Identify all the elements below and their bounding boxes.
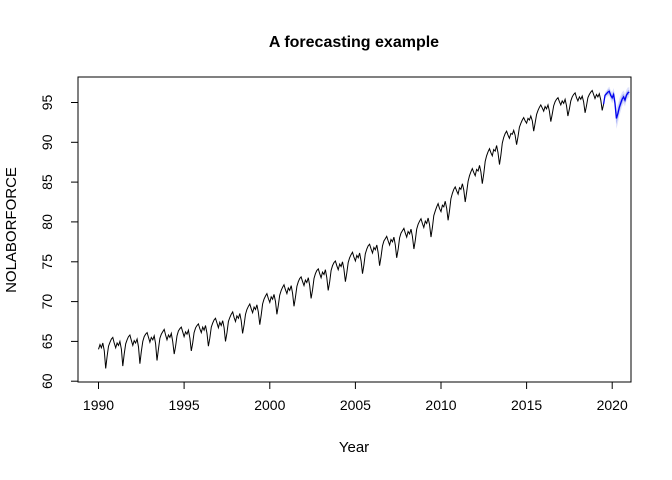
x-tick-label: 2000 (254, 397, 285, 413)
x-tick-label: 2015 (511, 397, 542, 413)
observed-line (98, 89, 605, 369)
x-tick-label: 1990 (83, 397, 114, 413)
x-tick-label: 2005 (340, 397, 371, 413)
y-tick-label: 90 (39, 134, 55, 150)
x-tick-label: 2020 (597, 397, 628, 413)
y-tick-label: 85 (39, 174, 55, 190)
y-tick-label: 75 (39, 254, 55, 270)
plot-area: 1990 1995 2000 2005 2010 2015 2020 60 65 70 75 80 85… (39, 76, 632, 413)
x-tick-label: 2010 (425, 397, 456, 413)
y-tick-label: 70 (39, 294, 55, 310)
chart-title: A forecasting example (269, 34, 439, 51)
y-tick-label: 80 (39, 214, 55, 230)
y-tick-label: 60 (39, 373, 55, 389)
plot-box (77, 76, 632, 383)
y-tick-label: 95 (39, 95, 55, 111)
x-tick-label: 1995 (169, 397, 200, 413)
y-tick-label: 65 (39, 333, 55, 349)
forecast-line (602, 90, 630, 119)
y-axis-label: NOLABORFORCE (3, 167, 20, 293)
x-axis-label: Year (339, 439, 369, 456)
